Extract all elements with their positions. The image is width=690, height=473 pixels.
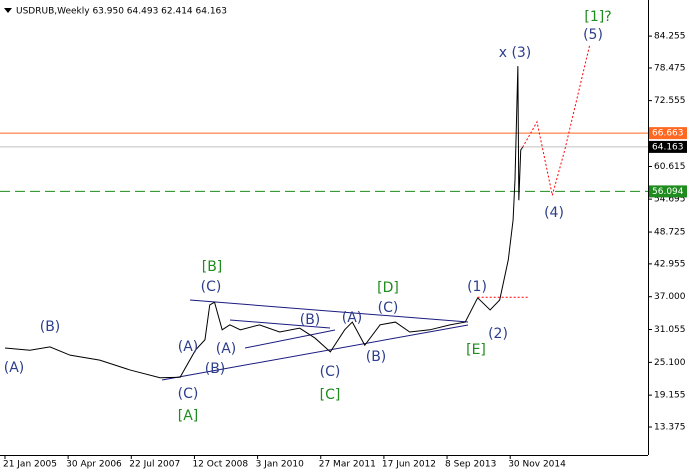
wave-label: (C)	[378, 300, 399, 316]
y-tick-label: 25.100	[654, 358, 686, 368]
trend-line	[189, 299, 469, 323]
wave-label: (A)	[4, 360, 25, 376]
chart-title: USDRUB,Weekly 63.950 64.493 62.414 64.16…	[16, 7, 227, 17]
x-tick-label: 21 Jan 2005	[3, 460, 57, 470]
wave-label: x (3)	[499, 45, 532, 61]
wave-label: [B]	[202, 259, 223, 275]
y-tick-label: 37.000	[654, 292, 686, 302]
x-tick-label: 3 Jan 2010	[256, 460, 304, 470]
level-label: 66.663	[652, 129, 684, 139]
wave-label: (C)	[201, 279, 222, 295]
x-tick-label: 30 Apr 2006	[66, 460, 122, 470]
y-tick-label: 60.615	[654, 162, 686, 172]
trend-line	[161, 324, 469, 381]
level-label: 56.094	[652, 187, 684, 197]
wave-label: (C)	[178, 386, 199, 402]
level-label-bg	[649, 185, 687, 198]
level-label-bg	[649, 127, 687, 140]
wave-label: (A)	[216, 341, 237, 357]
y-tick-label: 31.055	[654, 325, 686, 335]
trend-lines	[161, 299, 469, 381]
wave-label: (4)	[544, 205, 564, 221]
x-tick-label: 22 Jul 2007	[129, 460, 180, 470]
wave-label: (A)	[342, 310, 363, 326]
wave-label: [D]	[377, 280, 399, 296]
level-label: 64.163	[652, 142, 684, 152]
y-tick-label: 84.255	[654, 32, 686, 42]
wave-label: [E]	[466, 342, 486, 358]
series-line	[522, 45, 591, 196]
series-line	[4, 66, 524, 379]
y-tick-label: 42.955	[654, 259, 686, 269]
x-tick-label: 12 Oct 2008	[192, 460, 248, 470]
wave-label: (C)	[320, 364, 341, 380]
wave-label: (B)	[205, 361, 226, 377]
y-tick-label: 48.725	[654, 228, 686, 238]
wave-label: (A)	[178, 339, 199, 355]
wave-label: (B)	[40, 319, 61, 335]
wave-label: (1)	[467, 279, 487, 295]
x-tick-label: 30 Nov 2014	[508, 460, 566, 470]
wave-label: [C]	[320, 387, 341, 403]
x-tick-label: 27 Mar 2011	[319, 460, 376, 470]
header-arrow	[4, 8, 12, 13]
wave-label: (2)	[488, 326, 508, 342]
trend-line	[244, 329, 336, 349]
wave-label: (B)	[300, 312, 321, 328]
y-tick-label: 72.555	[654, 96, 686, 106]
wave-label: [A]	[178, 408, 199, 424]
trend-line	[229, 319, 331, 329]
y-tick-label: 19.155	[654, 391, 686, 401]
y-tick-label: 54.695	[654, 195, 686, 205]
y-tick-label: 78.475	[654, 63, 686, 73]
wave-label: (5)	[583, 27, 603, 43]
x-tick-label: 8 Sep 2013	[445, 460, 496, 470]
x-tick-label: 17 Jun 2012	[382, 460, 436, 470]
wave-label: (B)	[366, 349, 387, 365]
level-label-bg	[649, 140, 687, 153]
y-tick-label: 13.375	[654, 423, 686, 433]
wave-label: [1]?	[584, 9, 611, 25]
